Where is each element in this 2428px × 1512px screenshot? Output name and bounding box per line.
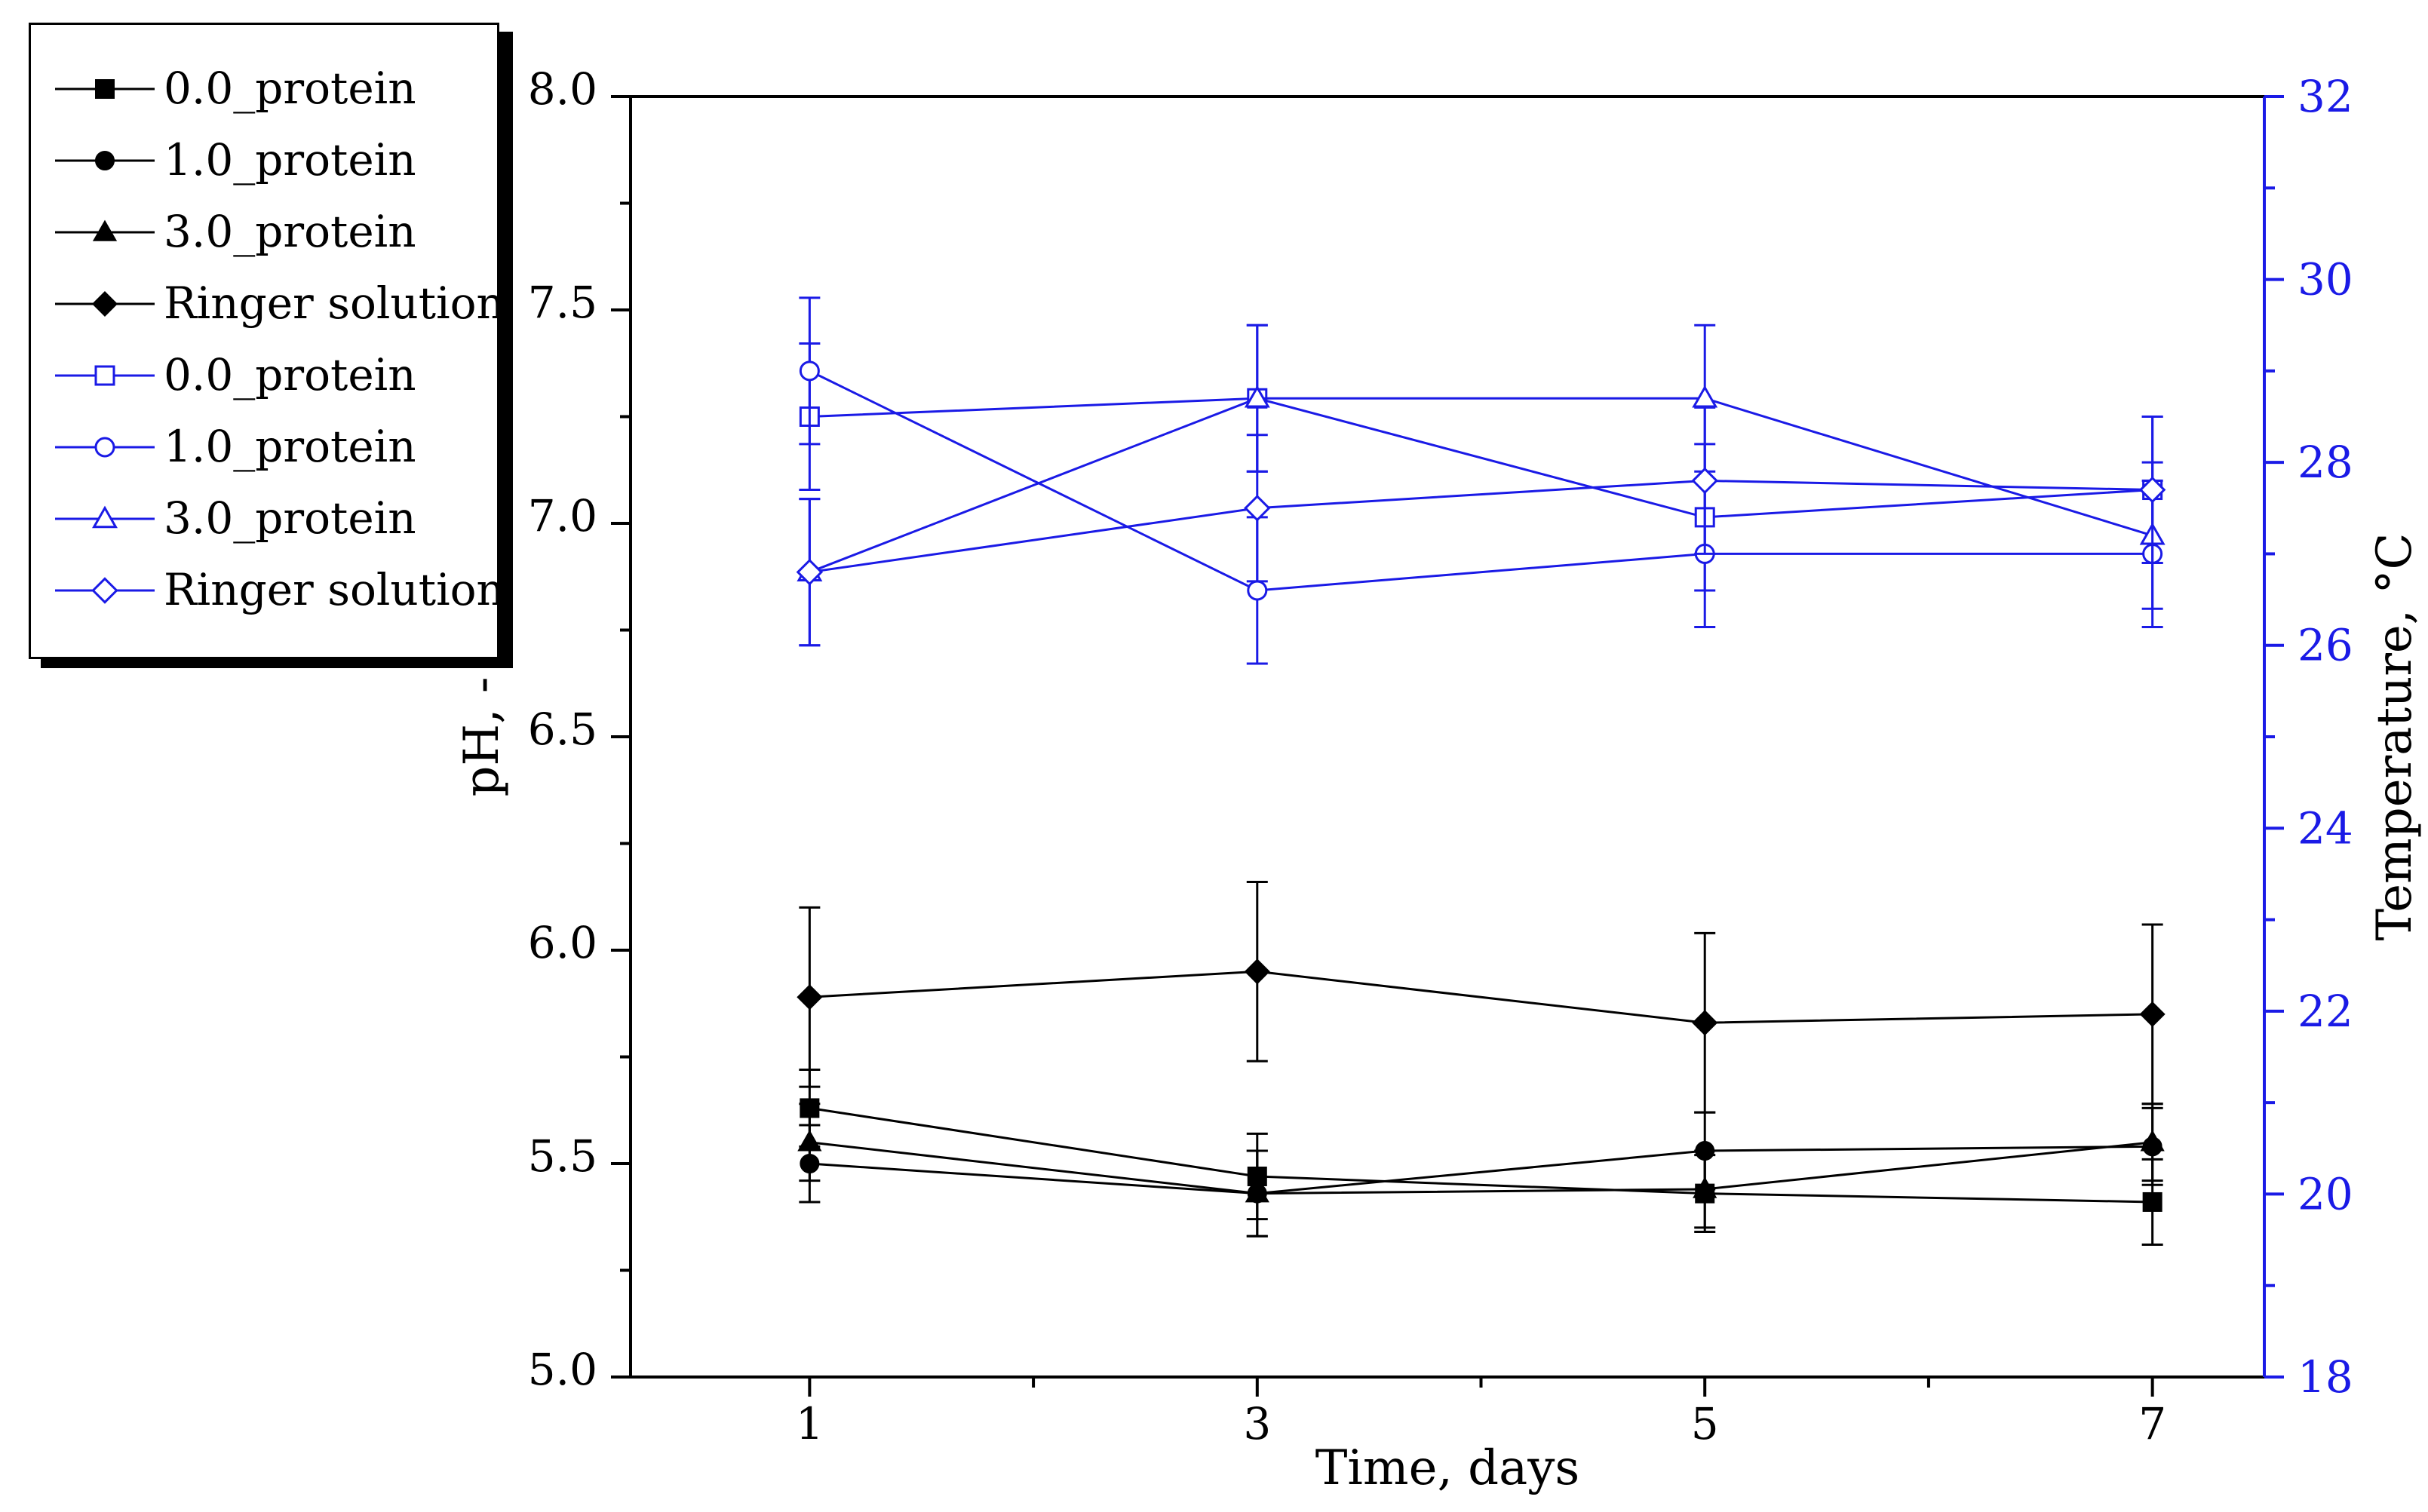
data-point xyxy=(1691,467,1718,495)
data-point xyxy=(1244,495,1271,522)
y-left-tick-label: 7.0 xyxy=(528,490,597,541)
series-temperature-7 xyxy=(796,406,2166,647)
data-point xyxy=(797,984,823,1011)
data-point xyxy=(1244,958,1270,985)
legend-symbol xyxy=(55,290,155,317)
data-point xyxy=(1693,1176,1717,1198)
legend-symbol xyxy=(55,437,155,458)
series-line xyxy=(809,479,2153,574)
legend-marker xyxy=(95,79,115,99)
series-ph-1 xyxy=(799,1106,2163,1238)
series-ph-0 xyxy=(799,1068,2163,1247)
series-temperature-4 xyxy=(799,324,2163,592)
series-line xyxy=(809,1106,2153,1204)
legend-label: Ringer solution xyxy=(164,278,505,329)
data-point xyxy=(797,1130,822,1152)
legend-symbol xyxy=(55,79,155,99)
legend: 0.0_protein 1.0_protein 3.0_protein Ringer … xyxy=(29,23,505,659)
legend-label: 1.0_protein xyxy=(164,134,416,186)
legend-item: 3.0_protein xyxy=(51,485,496,553)
y-left-tick-label: 5.5 xyxy=(528,1130,597,1182)
y-left-tick-label: 8.0 xyxy=(528,63,597,115)
legend-marker xyxy=(92,505,118,529)
series-temperature-5 xyxy=(799,296,2163,665)
data-point xyxy=(796,558,824,586)
legend-item: Ringer solution xyxy=(51,557,505,624)
data-point xyxy=(1244,385,1270,408)
legend-item: 1.0_protein xyxy=(51,127,496,195)
legend-label: 1.0_protein xyxy=(164,421,416,472)
legend-marker xyxy=(95,151,115,170)
legend-marker xyxy=(94,365,115,386)
legend-symbol xyxy=(55,365,155,386)
x-tick-label: 1 xyxy=(796,1398,824,1449)
y-left-axis-label: pH, - xyxy=(454,676,510,796)
legend-symbol xyxy=(55,505,155,529)
data-point xyxy=(2138,476,2166,504)
legend-label: Ringer solution xyxy=(164,564,505,615)
data-point xyxy=(1247,580,1268,601)
y-right-tick-label: 20 xyxy=(2298,1168,2353,1219)
legend-label: 3.0_protein xyxy=(164,206,416,257)
series-line xyxy=(809,370,2153,592)
y-right-tick-label: 24 xyxy=(2298,802,2353,854)
y-right-tick-label: 18 xyxy=(2298,1351,2353,1403)
series-line xyxy=(809,1141,2153,1195)
series-line xyxy=(809,397,2153,574)
x-axis-label: Time, days xyxy=(1315,1440,1580,1496)
series-ph-2 xyxy=(797,1103,2165,1238)
series-line xyxy=(809,970,2153,1024)
data-point xyxy=(2139,1001,2166,1027)
legend-item: Ringer solution xyxy=(51,270,505,338)
y-right-tick-label: 28 xyxy=(2298,437,2353,488)
legend-item: 3.0_protein xyxy=(51,198,496,266)
y-left-tick-label: 5.0 xyxy=(528,1344,597,1395)
data-point xyxy=(2142,1192,2162,1212)
legend-symbol xyxy=(55,151,155,170)
data-point xyxy=(1245,1181,1269,1203)
data-point xyxy=(2140,1130,2165,1152)
legend-marker xyxy=(91,577,118,604)
series-line xyxy=(809,1145,2153,1195)
y-right-tick-label: 30 xyxy=(2298,254,2353,305)
x-tick-label: 5 xyxy=(1691,1398,1719,1449)
legend-item: 0.0_protein xyxy=(51,342,496,409)
legend-item: 0.0_protein xyxy=(51,55,496,123)
legend-symbol xyxy=(55,219,155,241)
y-left-tick-label: 6.5 xyxy=(528,704,597,755)
data-point xyxy=(1692,1010,1718,1036)
legend-label: 0.0_protein xyxy=(164,63,416,114)
data-point xyxy=(1692,385,1718,408)
legend-label: 3.0_protein xyxy=(164,492,416,544)
x-tick-label: 7 xyxy=(2138,1398,2166,1449)
y-left-tick-label: 6.0 xyxy=(528,917,597,968)
y-right-tick-label: 26 xyxy=(2298,620,2353,671)
legend-item: 1.0_protein xyxy=(51,413,496,481)
legend-label: 0.0_protein xyxy=(164,349,416,400)
data-point xyxy=(799,360,820,382)
series-line xyxy=(809,397,2153,519)
series-ph-3 xyxy=(797,880,2166,1114)
y-right-tick-label: 32 xyxy=(2298,71,2353,122)
y-left-tick-label: 7.5 xyxy=(528,277,597,328)
y-right-tick-label: 22 xyxy=(2298,986,2353,1037)
legend-marker xyxy=(91,290,118,317)
legend-marker xyxy=(94,437,115,458)
y-right-axis-label: Temperature, °C xyxy=(2367,533,2423,941)
legend-marker xyxy=(92,219,118,241)
x-tick-label: 3 xyxy=(1243,1398,1271,1449)
legend-symbol xyxy=(55,577,155,604)
